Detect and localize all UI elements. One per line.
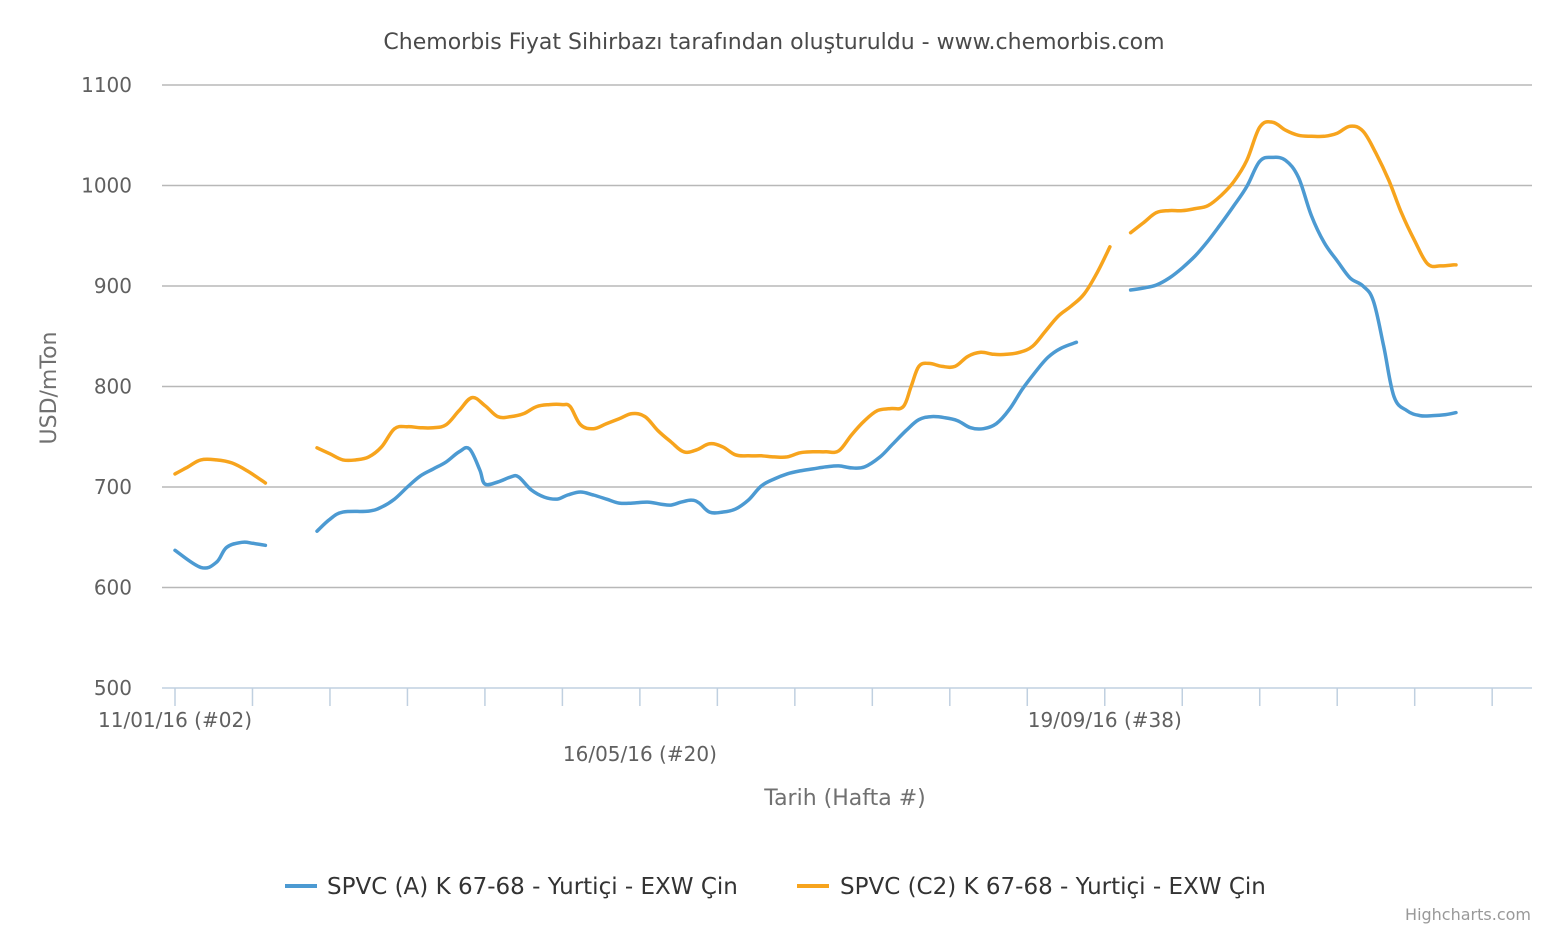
legend: SPVC (A) K 67-68 - Yurtiçi - EXW Çin SPVC… [285,874,1266,900]
x-axis: 11/01/16 (#02) 16/05/16 (#20) 19/09/16 (#3… [98,687,1532,766]
y-axis: 500 600 700 800 900 1000 1100 [81,73,132,700]
y-tick-label: 900 [94,274,132,298]
credits-link[interactable]: Highcharts.com [1405,905,1531,924]
series-line-segment[interactable] [315,245,1112,463]
grid-lines [162,84,1532,589]
series-line-segment[interactable] [1128,155,1458,418]
legend-item-1[interactable]: SPVC (A) K 67-68 - Yurtiçi - EXW Çin [285,874,738,900]
series-line-segment[interactable] [315,340,1079,533]
x-tick-label: 19/09/16 (#38) [1028,708,1182,732]
y-tick-label: 500 [94,676,132,700]
series-2 [173,119,1458,485]
legend-label: SPVC (C2) K 67-68 - Yurtiçi - EXW Çin [840,874,1266,900]
y-tick-label: 1100 [81,73,132,97]
legend-label: SPVC (A) K 67-68 - Yurtiçi - EXW Çin [327,874,738,900]
y-axis-title: USD/mTon [37,332,62,445]
series-1 [173,155,1458,570]
x-axis-title: Tarih (Hafta #) [763,786,925,811]
x-tick-label: 16/05/16 (#20) [563,742,717,766]
chart-title: Chemorbis Fiyat Sihirbazı tarafından olu… [383,30,1164,55]
series-line-segment[interactable] [173,540,268,570]
legend-item-2[interactable]: SPVC (C2) K 67-68 - Yurtiçi - EXW Çin [797,874,1266,900]
x-tick-label: 11/01/16 (#02) [98,708,252,732]
y-tick-label: 1000 [81,174,132,198]
y-tick-label: 600 [94,576,132,600]
series-line-segment[interactable] [173,457,268,485]
series-lines [173,119,1458,570]
y-tick-label: 800 [94,375,132,399]
y-tick-label: 700 [94,475,132,499]
series-line-segment[interactable] [1128,119,1458,269]
